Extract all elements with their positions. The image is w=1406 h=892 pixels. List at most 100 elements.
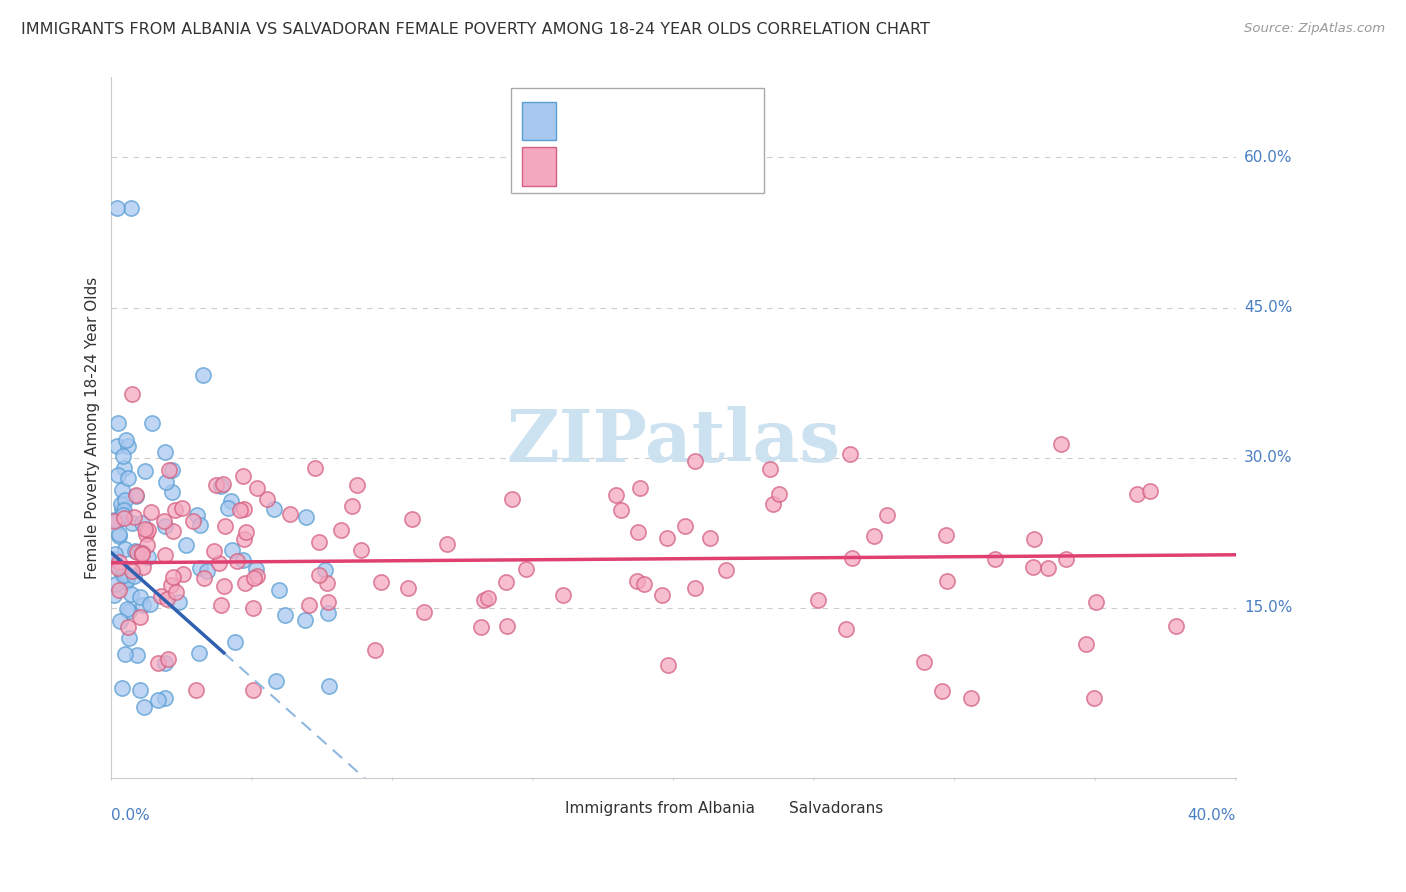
Point [931, 684, 953, 698]
Point [308, 535, 330, 549]
Point [235, 525, 257, 540]
Point [204, 478, 226, 492]
Point [242, 600, 264, 615]
Point [193, 571, 215, 585]
Point [243, 571, 266, 585]
Point [470, 619, 492, 633]
Point [314, 563, 336, 577]
Point [120, 201, 142, 215]
Point [134, 522, 156, 536]
Point [673, 519, 696, 533]
Point [108, 555, 131, 569]
Point [155, 691, 177, 706]
Point [683, 581, 706, 595]
Point [186, 683, 208, 698]
Point [195, 564, 218, 578]
Point [181, 514, 204, 528]
Point [330, 523, 353, 537]
Point [114, 433, 136, 447]
Point [103, 514, 125, 528]
Point [149, 590, 172, 604]
Point [651, 588, 673, 602]
Point [155, 518, 177, 533]
Point [121, 516, 143, 530]
Point [125, 545, 148, 559]
Point [1084, 595, 1107, 609]
Point [834, 622, 856, 636]
Point [136, 550, 159, 565]
Point [1164, 619, 1187, 633]
Point [401, 512, 423, 526]
Point [172, 566, 194, 581]
Point [115, 601, 138, 615]
Point [103, 588, 125, 602]
Point [120, 587, 142, 601]
Point [242, 682, 264, 697]
Point [157, 463, 180, 477]
Point [131, 516, 153, 531]
Point [633, 577, 655, 591]
Point [496, 619, 519, 633]
Point [232, 532, 254, 546]
Point [396, 581, 419, 595]
Point [112, 450, 135, 464]
Point [157, 652, 180, 666]
Text: 0.0%: 0.0% [111, 808, 150, 823]
Point [155, 656, 177, 670]
Point [188, 561, 211, 575]
Point [266, 674, 288, 689]
Text: Source: ZipAtlas.com: Source: ZipAtlas.com [1244, 22, 1385, 36]
Point [269, 583, 291, 598]
Point [112, 503, 135, 517]
FancyBboxPatch shape [752, 796, 780, 820]
Point [155, 475, 177, 490]
Point [983, 551, 1005, 566]
Point [862, 529, 884, 543]
Point [125, 489, 148, 503]
Point [226, 554, 249, 568]
Point [115, 571, 138, 585]
Point [350, 543, 373, 558]
Point [841, 551, 863, 566]
Point [232, 501, 254, 516]
Point [1083, 690, 1105, 705]
Point [370, 575, 392, 590]
Point [110, 497, 132, 511]
Point [156, 591, 179, 606]
Point [256, 491, 278, 506]
Point [413, 606, 436, 620]
Point [316, 606, 339, 620]
Point [768, 487, 790, 501]
Point [935, 528, 957, 542]
Point [340, 499, 363, 513]
Point [162, 570, 184, 584]
Point [160, 485, 183, 500]
Point [165, 585, 187, 599]
Point [134, 700, 156, 714]
Point [111, 681, 134, 696]
Point [128, 545, 150, 559]
Point [117, 620, 139, 634]
Point [170, 501, 193, 516]
Point [108, 583, 131, 598]
Point [807, 593, 830, 607]
Point [112, 511, 135, 525]
Point [209, 479, 232, 493]
Point [628, 481, 651, 495]
Point [308, 567, 330, 582]
Point [107, 468, 129, 483]
Point [153, 548, 176, 562]
Point [186, 508, 208, 522]
Point [233, 576, 256, 591]
Text: 40.0%: 40.0% [1188, 808, 1236, 823]
Point [1036, 561, 1059, 575]
Point [212, 579, 235, 593]
Point [209, 598, 232, 612]
Point [136, 538, 159, 552]
Point [699, 532, 721, 546]
Point [294, 613, 316, 627]
Text: 60.0%: 60.0% [1244, 150, 1292, 165]
Point [627, 524, 650, 539]
Point [118, 604, 141, 618]
Point [160, 463, 183, 477]
